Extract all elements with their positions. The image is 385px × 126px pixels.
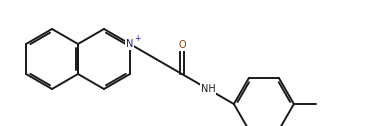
Text: +: + (134, 34, 141, 43)
Text: N: N (126, 39, 134, 49)
Text: NH: NH (201, 84, 215, 94)
Text: O: O (178, 40, 186, 51)
